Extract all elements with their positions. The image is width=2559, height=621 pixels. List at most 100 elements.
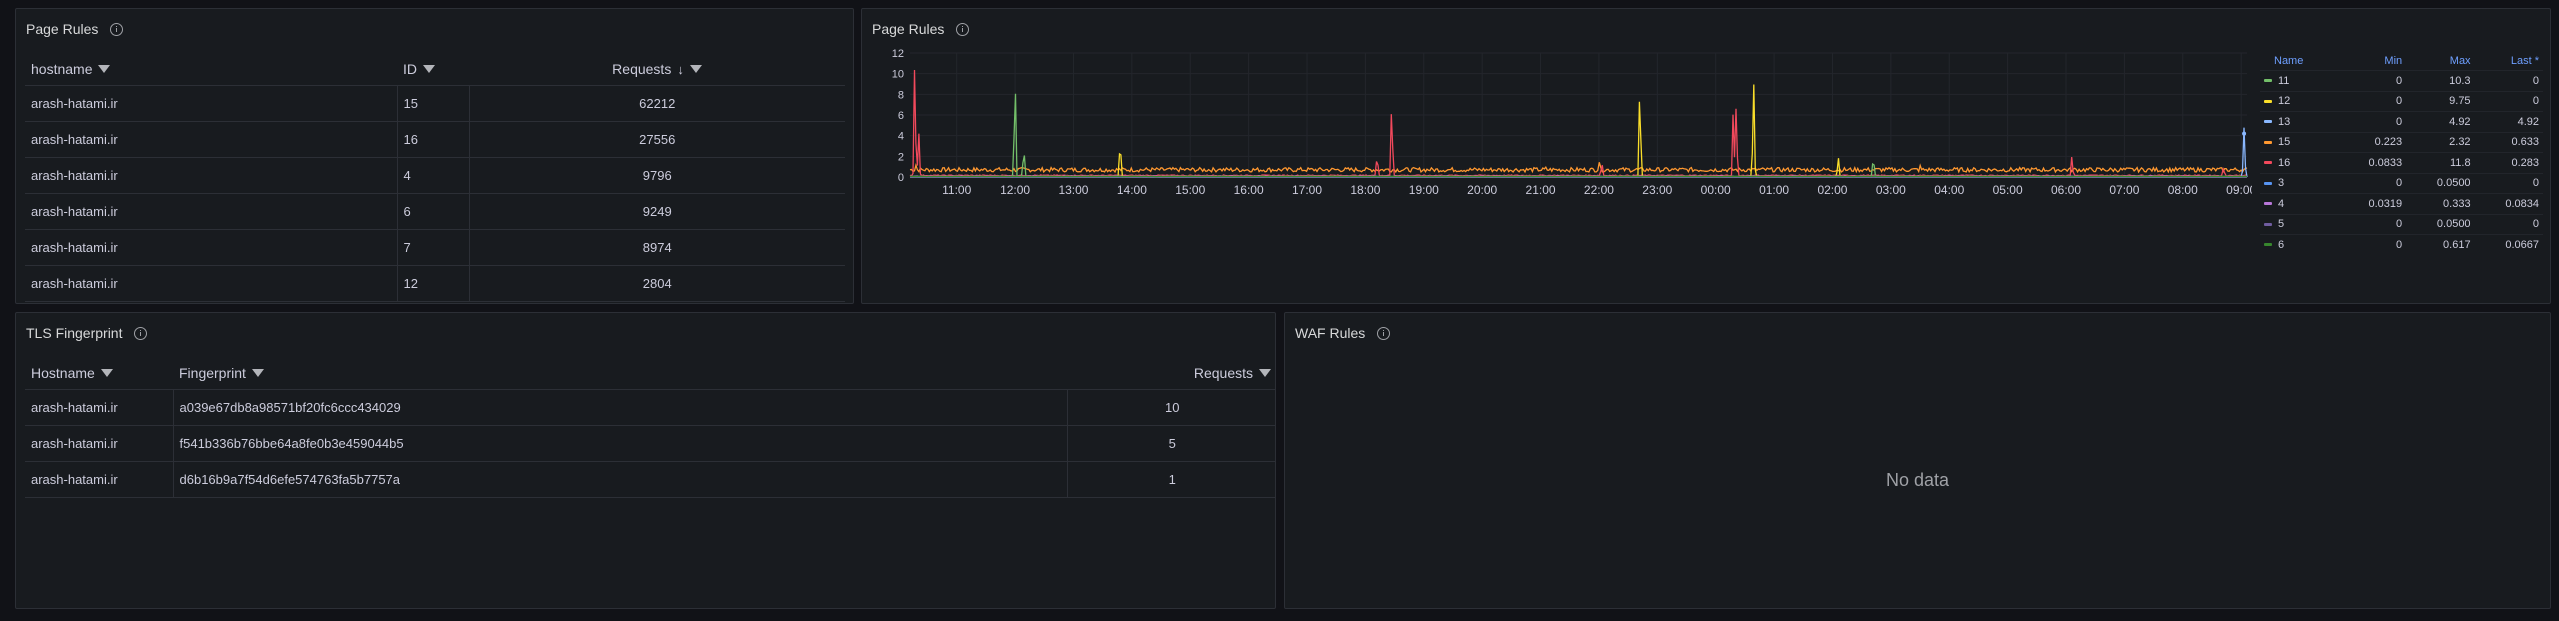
table-row[interactable]: arash-hatami.ir 4 9796 — [25, 157, 845, 194]
column-header-hostname[interactable]: hostname — [25, 53, 397, 86]
legend-row[interactable]: 4 0.0319 0.333 0.0834 — [2260, 193, 2543, 214]
legend-row[interactable]: 12 0 9.75 0 — [2260, 90, 2543, 112]
legend-series-name[interactable]: 4 — [2260, 193, 2338, 214]
legend-max-value: 0.617 — [2406, 234, 2475, 255]
legend-header-name[interactable]: Name — [2274, 54, 2304, 67]
legend-max-value: 0.0500 — [2406, 213, 2475, 235]
table-header-row: hostname ID Requests ↓ — [25, 53, 845, 86]
info-icon[interactable] — [1377, 326, 1391, 340]
legend-max-value: 11.8 — [2406, 152, 2475, 173]
x-tick-label: 11:00 — [942, 183, 971, 197]
legend-header-min[interactable]: Min — [2384, 54, 2403, 67]
legend-series-label: 15 — [2278, 136, 2291, 149]
series-color-swatch — [2264, 99, 2272, 103]
legend-last-value: 0 — [2474, 70, 2543, 91]
column-header-id[interactable]: ID — [397, 53, 469, 86]
x-tick-label: 04:00 — [1934, 183, 1964, 197]
legend-row[interactable]: 3 0 0.0500 0 — [2260, 172, 2543, 194]
series-color-swatch — [2264, 79, 2272, 83]
legend-header-row: Name Min Max Last * — [2260, 51, 2543, 71]
column-header-requests[interactable]: Requests ↓ — [469, 53, 845, 86]
legend-max-value: 2.32 — [2406, 131, 2475, 153]
column-header-hostname[interactable]: Hostname — [25, 357, 173, 390]
column-label: Requests — [612, 61, 672, 77]
series-color-swatch — [2264, 161, 2272, 165]
y-tick-label: 0 — [898, 172, 904, 184]
waf-rules-panel: WAF Rules No data — [1284, 312, 2551, 609]
panel-title: Page Rules — [872, 21, 945, 37]
legend-row[interactable]: 13 0 4.92 4.92 — [2260, 111, 2543, 132]
y-tick-label: 4 — [898, 131, 904, 143]
legend-series-name[interactable]: 15 — [2260, 131, 2338, 153]
series-color-swatch — [2264, 120, 2272, 124]
x-tick-label: 20:00 — [1467, 183, 1497, 197]
series-line-16 — [909, 69, 2248, 177]
legend-series-name[interactable]: 16 — [2260, 152, 2338, 173]
cell-fingerprint: a039e67db8a98571bf20fc6ccc434029 — [172, 389, 1067, 426]
table-row[interactable]: arash-hatami.ir 16 27556 — [25, 121, 845, 158]
legend-row[interactable]: 16 0.0833 11.8 0.283 — [2260, 152, 2543, 173]
legend-row[interactable]: 6 0 0.617 0.0667 — [2260, 234, 2543, 255]
y-tick-label: 8 — [898, 89, 904, 101]
legend-min-value: 0.0319 — [2337, 193, 2407, 214]
legend-max-value: 10.3 — [2406, 70, 2475, 91]
legend-series-name[interactable]: 11 — [2260, 70, 2338, 91]
series-color-swatch — [2264, 243, 2272, 247]
column-header-fingerprint[interactable]: Fingerprint — [173, 357, 1067, 390]
legend-max-value: 4.92 — [2406, 111, 2475, 132]
filter-icon[interactable] — [251, 369, 264, 378]
info-icon[interactable] — [110, 22, 124, 36]
info-icon[interactable] — [956, 22, 970, 36]
column-label: Requests — [1193, 365, 1253, 381]
x-tick-label: 01:00 — [1759, 183, 1789, 197]
legend-max-value: 9.75 — [2406, 90, 2475, 112]
table-row[interactable]: arash-hatami.ir d6b16b9a7f54d6efe574763fa… — [25, 461, 1275, 498]
info-icon[interactable] — [134, 326, 148, 340]
legend-series-label: 13 — [2278, 115, 2291, 128]
series-color-swatch — [2264, 222, 2272, 226]
filter-icon[interactable] — [100, 369, 113, 378]
x-tick-label: 07:00 — [2109, 183, 2139, 197]
column-label: hostname — [31, 61, 93, 77]
legend-last-value: 4.92 — [2474, 111, 2543, 132]
x-tick-label: 00:00 — [1701, 183, 1731, 197]
filter-icon[interactable] — [423, 65, 435, 74]
legend-row[interactable]: 11 0 10.3 0 — [2260, 70, 2543, 91]
y-tick-label: 6 — [898, 110, 904, 122]
legend-series-name[interactable]: 5 — [2260, 213, 2338, 235]
legend-series-label: 4 — [2278, 197, 2285, 210]
sort-descending-icon[interactable]: ↓ — [677, 62, 684, 77]
cell-requests: 8974 — [468, 229, 845, 266]
legend-last-value: 0.0834 — [2474, 193, 2543, 214]
legend-series-name[interactable]: 13 — [2260, 111, 2338, 132]
column-header-requests[interactable]: Requests — [1067, 357, 1275, 390]
legend-row[interactable]: 15 0.223 2.32 0.633 — [2260, 131, 2543, 153]
legend-series-label: 5 — [2278, 218, 2285, 231]
legend-header-max[interactable]: Max — [2449, 54, 2471, 67]
legend-series-name[interactable]: 3 — [2260, 172, 2338, 194]
table-row[interactable]: arash-hatami.ir a039e67db8a98571bf20fc6cc… — [25, 389, 1275, 426]
cell-id: 16 — [396, 121, 469, 158]
filter-icon[interactable] — [98, 65, 111, 74]
table-row[interactable]: arash-hatami.ir f541b336b76bbe64a8fe0b3e4… — [25, 425, 1275, 462]
column-label: ID — [403, 61, 417, 77]
legend-last-value: 0 — [2474, 90, 2543, 112]
table-row[interactable]: arash-hatami.ir 15 62212 — [25, 85, 845, 122]
table-row[interactable]: arash-hatami.ir 12 2804 — [25, 265, 845, 302]
filter-icon[interactable] — [689, 65, 702, 74]
cell-hostname: arash-hatami.ir — [25, 461, 173, 498]
legend-series-name[interactable]: 6 — [2260, 234, 2338, 255]
legend-header-last[interactable]: Last * — [2510, 54, 2539, 67]
table-row[interactable]: arash-hatami.ir 6 9249 — [25, 193, 845, 230]
table-row[interactable]: arash-hatami.ir 7 8974 — [25, 229, 845, 266]
filter-icon[interactable] — [1259, 369, 1271, 378]
x-tick-label: 06:00 — [2051, 183, 2081, 197]
legend-row[interactable]: 5 0 0.0500 0 — [2260, 213, 2543, 235]
panel-title: WAF Rules — [1295, 325, 1366, 341]
cell-hostname: arash-hatami.ir — [25, 389, 173, 426]
legend-last-value: 0.633 — [2474, 131, 2543, 153]
timeseries-chart[interactable]: 0 2 4 6 8 10 12 11:00 12:00 13:00 14:00 15:00 16:00 1… — [862, 45, 2252, 304]
legend-series-name[interactable]: 12 — [2260, 90, 2338, 112]
cell-hostname: arash-hatami.ir — [25, 229, 397, 266]
y-tick-label: 10 — [892, 69, 904, 81]
